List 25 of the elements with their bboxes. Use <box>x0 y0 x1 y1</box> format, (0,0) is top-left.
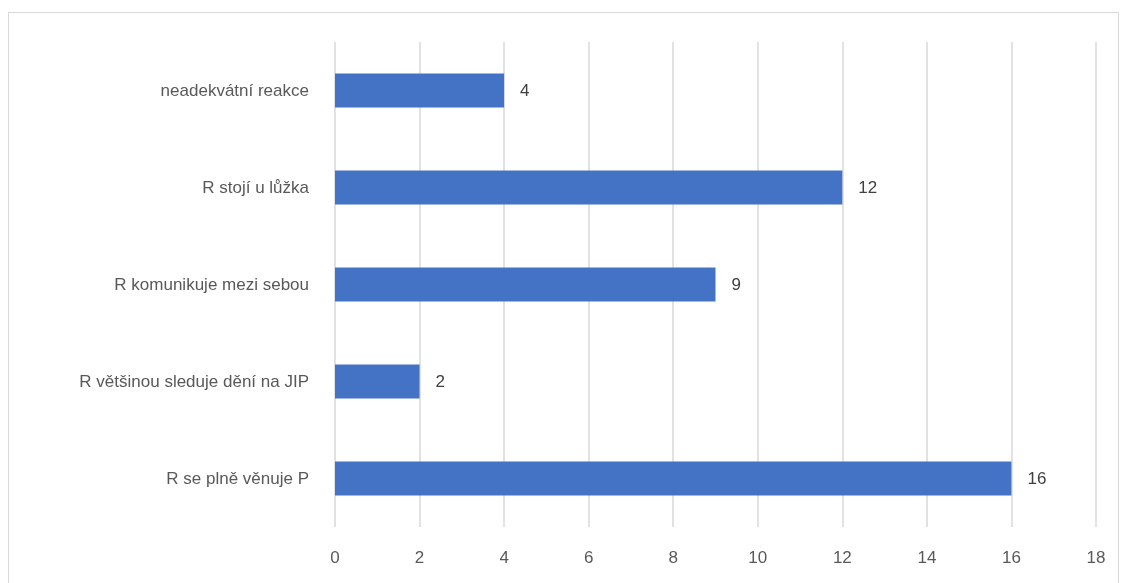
x-tick-label: 0 <box>330 548 340 567</box>
x-tick-label: 14 <box>917 548 937 567</box>
data-label: 4 <box>520 81 530 100</box>
x-tick-label: 2 <box>414 548 425 567</box>
data-label: 12 <box>858 178 878 197</box>
x-tick-label: 10 <box>748 548 768 567</box>
bar <box>335 170 843 205</box>
x-tick-label: 18 <box>1086 548 1106 567</box>
bar <box>335 461 1012 496</box>
y-tick-label: R se plně věnuje P <box>166 469 309 488</box>
y-tick-label: R stojí u lůžka <box>202 178 310 197</box>
x-tick-label: 6 <box>583 548 594 567</box>
bar <box>335 364 420 399</box>
data-label: 2 <box>435 372 446 391</box>
x-tick-label: 12 <box>832 548 852 567</box>
bar <box>335 267 716 302</box>
data-label: 9 <box>731 275 741 294</box>
y-tick-label: R většinou sleduje dění na JIP <box>79 372 309 391</box>
x-tick-label: 16 <box>1001 548 1021 567</box>
x-tick-label: 8 <box>668 548 678 567</box>
y-tick-label: neadekvátní reakce <box>160 81 309 100</box>
bar <box>335 73 505 108</box>
y-tick-label: R komunikuje mezi sebou <box>114 275 309 294</box>
x-tick-label: 4 <box>499 548 509 567</box>
data-label: 16 <box>1027 469 1047 488</box>
